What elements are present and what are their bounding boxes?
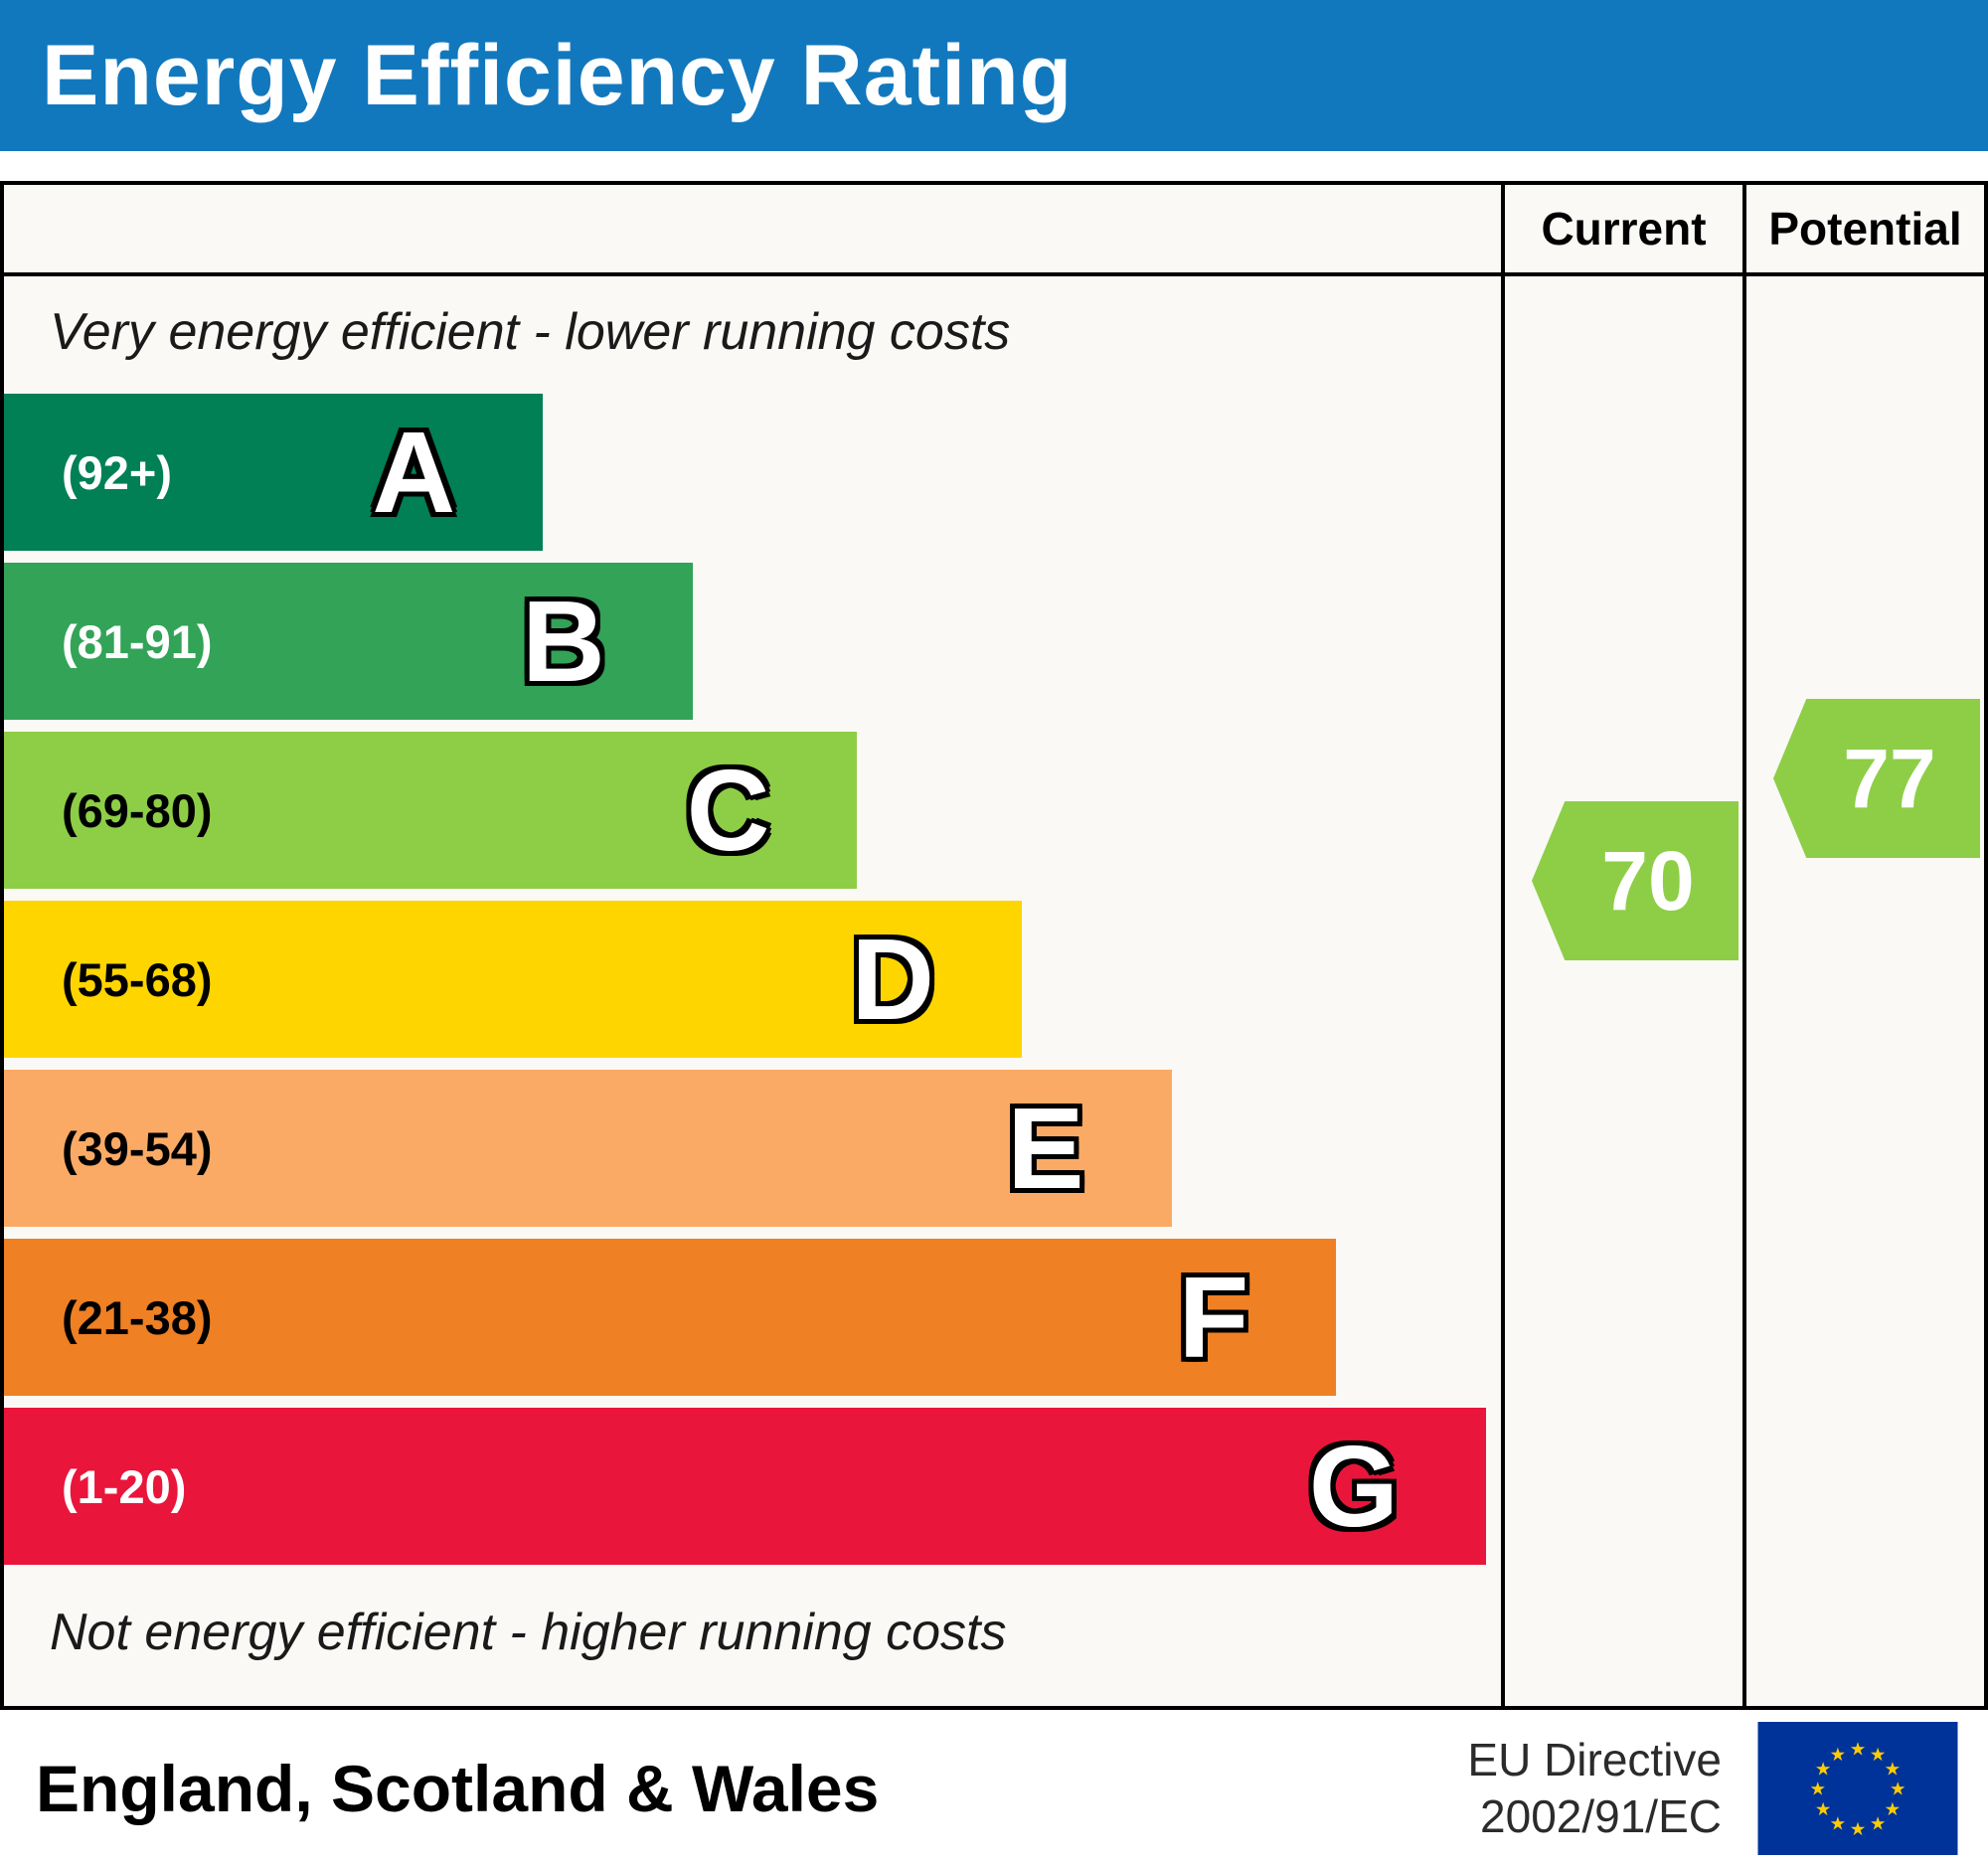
svg-text:★: ★ (1830, 1745, 1847, 1766)
title-bar: Energy Efficiency Rating (0, 0, 1988, 151)
band-c-letter: C (686, 746, 770, 875)
band-d-bar: (55-68) D (4, 901, 1023, 1058)
svg-text:★: ★ (1810, 1780, 1827, 1800)
bottom-note: Not energy efficient - higher running co… (50, 1604, 1007, 1661)
svg-text:★: ★ (1885, 1799, 1902, 1820)
svg-text:★: ★ (1850, 1740, 1867, 1761)
band-g-bar: (1-20) G (4, 1408, 1486, 1565)
current-column-header: Current (1505, 185, 1742, 276)
chart-body: Very energy efficient - lower running co… (4, 276, 1501, 1706)
eu-directive-line1: EU Directive (1467, 1733, 1722, 1785)
band-g-range: (1-20) (62, 1459, 187, 1513)
band-b-bar: (81-91) B (4, 563, 693, 720)
potential-column-body: 77 (1746, 276, 1984, 1706)
band-c: (69-80) C (4, 732, 1501, 889)
svg-text:★: ★ (1850, 1819, 1867, 1840)
band-g-letter: G (1308, 1422, 1399, 1551)
potential-column-header: Potential (1746, 185, 1984, 276)
band-a-range: (92+) (62, 445, 173, 499)
potential-arrow: 77 (1773, 699, 1980, 858)
eu-flag-icon: ★ ★ ★ ★ ★ ★ ★ ★ ★ ★ ★ ★ (1757, 1722, 1958, 1855)
band-a-bar: (92+) A (4, 394, 544, 551)
band-c-range: (69-80) (62, 783, 213, 837)
eu-directive-line2: 2002/91/EC (1480, 1790, 1722, 1842)
current-value: 70 (1601, 833, 1695, 928)
svg-text:★: ★ (1890, 1780, 1906, 1800)
band-b: (81-91) B (4, 563, 1501, 720)
band-d-range: (55-68) (62, 952, 213, 1006)
svg-text:★: ★ (1870, 1814, 1887, 1835)
current-arrow: 70 (1532, 801, 1739, 960)
rating-bands: (92+) A (81-91) B (69-80) C (4, 394, 1501, 1565)
page-title: Energy Efficiency Rating (42, 27, 1074, 123)
band-e: (39-54) E (4, 1070, 1501, 1227)
band-d-letter: D (851, 915, 935, 1044)
band-c-bar: (69-80) C (4, 732, 858, 889)
band-a-letter: A (372, 408, 456, 537)
band-e-range: (39-54) (62, 1121, 213, 1175)
band-d: (55-68) D (4, 901, 1501, 1058)
band-b-range: (81-91) (62, 614, 213, 668)
band-e-letter: E (1007, 1084, 1084, 1213)
band-g: (1-20) G (4, 1408, 1501, 1565)
band-b-letter: B (521, 577, 605, 706)
band-f: (21-38) F (4, 1239, 1501, 1396)
current-column: Current 70 (1501, 185, 1742, 1706)
potential-value: 77 (1843, 731, 1936, 825)
eu-directive-label: EU Directive 2002/91/EC (1467, 1732, 1722, 1846)
band-f-bar: (21-38) F (4, 1239, 1337, 1396)
band-a: (92+) A (4, 394, 1501, 551)
current-column-body: 70 (1505, 276, 1742, 1706)
svg-text:★: ★ (1830, 1814, 1847, 1835)
chart-column-header (4, 185, 1501, 276)
rating-table: Very energy efficient - lower running co… (0, 181, 1988, 1710)
potential-column: Potential 77 (1742, 185, 1984, 1706)
svg-text:★: ★ (1885, 1760, 1902, 1781)
svg-text:★: ★ (1815, 1799, 1832, 1820)
band-f-letter: F (1178, 1253, 1249, 1382)
region-label: England, Scotland & Wales (36, 1752, 880, 1825)
top-note: Very energy efficient - lower running co… (50, 303, 1011, 361)
chart-column: Very energy efficient - lower running co… (4, 185, 1501, 1706)
footer: England, Scotland & Wales EU Directive 2… (0, 1710, 1988, 1867)
band-e-bar: (39-54) E (4, 1070, 1172, 1227)
svg-text:★: ★ (1870, 1745, 1887, 1766)
band-f-range: (21-38) (62, 1290, 213, 1344)
svg-text:★: ★ (1815, 1760, 1832, 1781)
header-divider (0, 151, 1988, 181)
